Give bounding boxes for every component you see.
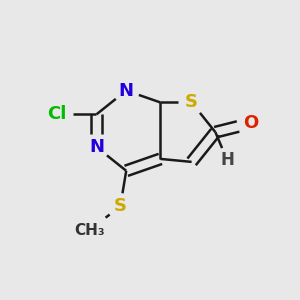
Text: N: N [119, 82, 134, 100]
Text: S: S [114, 197, 127, 215]
Text: N: N [89, 138, 104, 156]
Text: H: H [220, 152, 234, 169]
Text: CH₃: CH₃ [74, 223, 104, 238]
Text: Cl: Cl [47, 105, 66, 123]
Text: O: O [243, 114, 259, 132]
Text: S: S [185, 93, 198, 111]
